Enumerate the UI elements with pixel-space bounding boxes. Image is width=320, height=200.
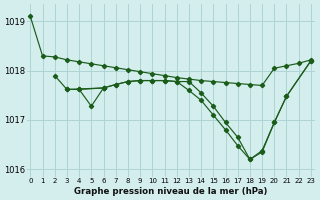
X-axis label: Graphe pression niveau de la mer (hPa): Graphe pression niveau de la mer (hPa) (74, 187, 267, 196)
